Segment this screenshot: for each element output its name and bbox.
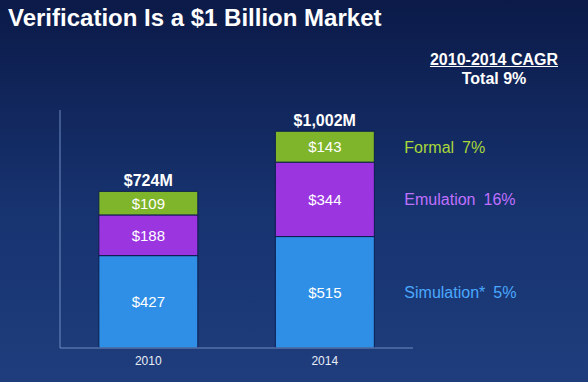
svg-text:2014: 2014 bbox=[311, 354, 338, 368]
svg-text:$427: $427 bbox=[132, 293, 165, 310]
svg-text:$724M: $724M bbox=[124, 172, 173, 189]
svg-text:Emulation16%: Emulation16% bbox=[404, 191, 515, 208]
svg-text:Formal7%: Formal7% bbox=[404, 138, 485, 155]
html-text:Total 9%: Total 9% bbox=[461, 70, 527, 87]
svg-text:$143: $143 bbox=[308, 138, 341, 155]
svg-text:$109: $109 bbox=[132, 195, 165, 212]
svg-text:$515: $515 bbox=[308, 284, 341, 301]
html-text:2010-2014 CAGR: 2010-2014 CAGR bbox=[430, 51, 558, 68]
svg-text:2010: 2010 bbox=[135, 354, 162, 368]
svg-text:$344: $344 bbox=[308, 191, 341, 208]
svg-text:$188: $188 bbox=[132, 227, 165, 244]
svg-text:$1,002M: $1,002M bbox=[294, 112, 356, 129]
svg-text:Simulation*5%: Simulation*5% bbox=[404, 284, 516, 301]
html-text:Verification Is a $1 Billion M: Verification Is a $1 Billion Market bbox=[8, 4, 382, 31]
